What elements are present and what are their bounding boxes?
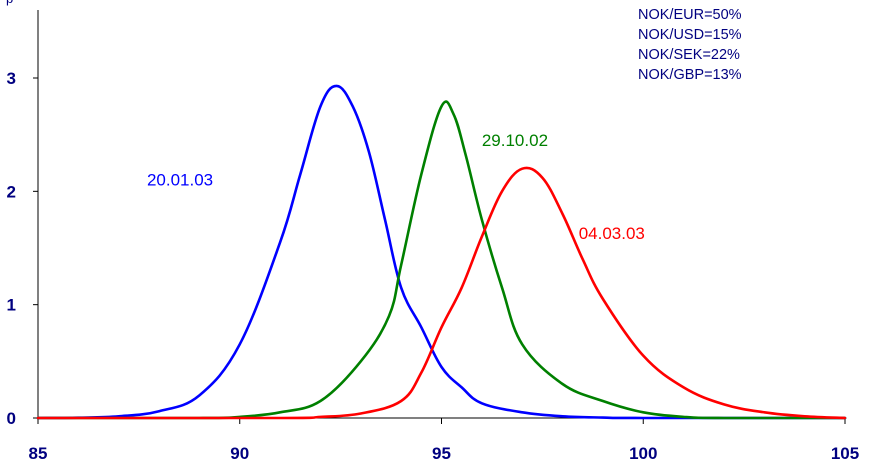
y-tick-label: 2 (7, 182, 16, 201)
x-tick-label: 85 (29, 444, 48, 463)
weight-sek: NOK/SEK=22% (638, 47, 740, 63)
x-tick-label: 100 (629, 444, 657, 463)
series-line-04.03.03 (36, 166, 847, 420)
series-label-20.01.03: 20.01.03 (147, 171, 213, 190)
x-tick-label: 105 (831, 444, 859, 463)
corner-text: p (6, 0, 13, 6)
weight-gbp: NOK/GBP=13% (638, 67, 742, 83)
series-labels: 20.01.03 29.10.02 04.03.03 (147, 131, 645, 243)
series-line-29.10.02 (36, 100, 847, 420)
y-tick-label: 3 (7, 69, 16, 88)
y-tick-label: 1 (7, 296, 16, 315)
x-tick-label: 95 (432, 444, 451, 463)
y-tick-label: 0 (7, 409, 16, 428)
weight-usd: NOK/USD=15% (638, 27, 742, 43)
x-tick-label: 90 (230, 444, 249, 463)
weights-note: NOK/EUR=50% NOK/USD=15% NOK/SEK=22% NOK/… (638, 5, 742, 85)
series-label-29.10.02: 29.10.02 (482, 131, 548, 150)
series-label-04.03.03: 04.03.03 (579, 224, 645, 243)
curves (36, 84, 847, 420)
weight-eur: NOK/EUR=50% (638, 7, 742, 23)
series-line-20.01.03 (36, 84, 847, 420)
